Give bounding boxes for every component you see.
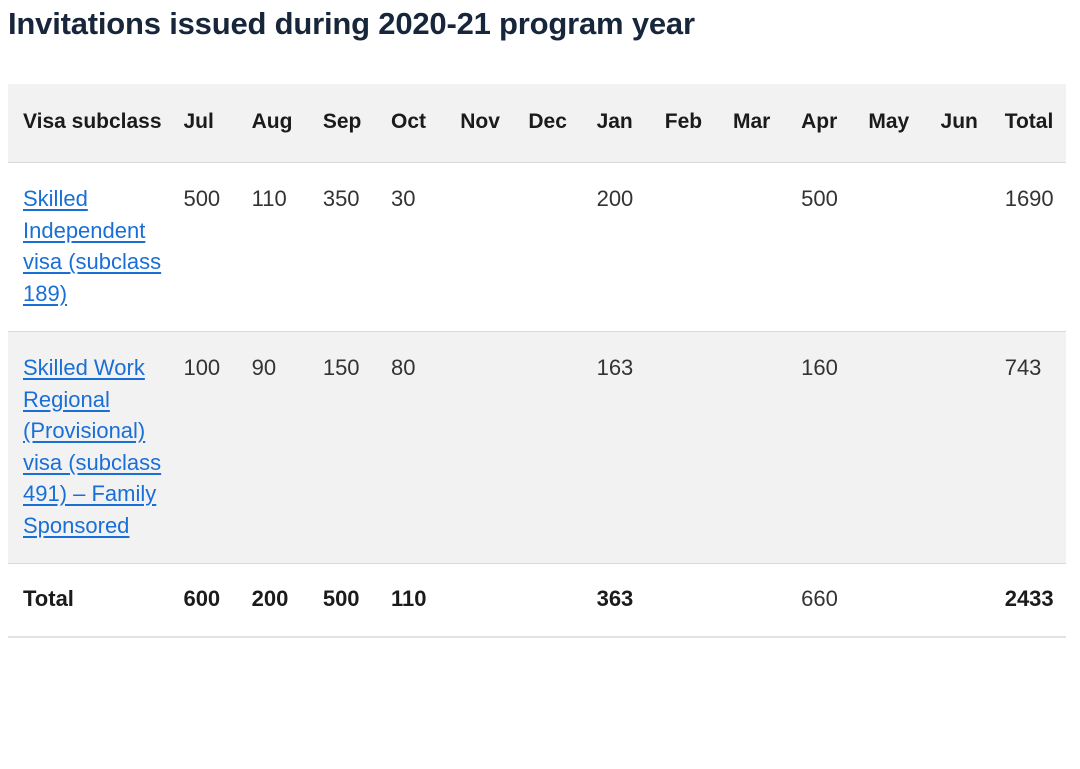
cell-aug: 110	[236, 162, 308, 332]
table-total-row: Total 600 200 500 110 363 660 2433	[8, 563, 1066, 638]
cell-feb	[649, 162, 718, 332]
header-oct: Oct	[376, 84, 446, 163]
visa-link-subclass-189[interactable]: Skilled Independent visa (subclass 189)	[23, 186, 162, 306]
cell-nov	[445, 162, 514, 332]
cell-jan: 163	[581, 331, 650, 564]
total-apr: 660	[786, 563, 854, 638]
header-sep: Sep	[307, 84, 377, 163]
table-header-row: Visa subclass Jul Aug Sep Oct Nov Dec Ja…	[8, 84, 1066, 163]
total-oct: 110	[376, 563, 446, 638]
cell-jul: 100	[168, 331, 237, 564]
header-feb: Feb	[649, 84, 718, 163]
cell-dec	[513, 162, 582, 332]
cell-sep: 150	[307, 331, 377, 564]
cell-jun	[925, 162, 990, 332]
header-apr: Apr	[786, 84, 854, 163]
total-mar	[717, 563, 787, 638]
table-row-subclass-189: Skilled Independent visa (subclass 189) …	[8, 162, 1066, 332]
invitations-table: Visa subclass Jul Aug Sep Oct Nov Dec Ja…	[8, 84, 1066, 638]
cell-apr: 500	[786, 162, 854, 332]
cell-nov	[445, 331, 514, 564]
header-nov: Nov	[445, 84, 514, 163]
cell-total: 1690	[989, 162, 1066, 332]
cell-sep: 350	[307, 162, 377, 332]
total-total: 2433	[989, 563, 1066, 638]
header-jul: Jul	[168, 84, 237, 163]
cell-jul: 500	[168, 162, 237, 332]
header-jan: Jan	[581, 84, 650, 163]
cell-oct: 80	[376, 331, 446, 564]
cell-total: 743	[989, 331, 1066, 564]
visa-cell: Skilled Work Regional (Provisional) visa…	[8, 331, 169, 564]
total-label: Total	[8, 563, 169, 638]
header-may: May	[853, 84, 926, 163]
cell-mar	[717, 162, 787, 332]
visa-cell: Skilled Independent visa (subclass 189)	[8, 162, 169, 332]
visa-link-subclass-491[interactable]: Skilled Work Regional (Provisional) visa…	[23, 355, 162, 538]
total-dec	[513, 563, 582, 638]
total-sep: 500	[307, 563, 377, 638]
header-jun: Jun	[925, 84, 990, 163]
header-total: Total	[989, 84, 1066, 163]
total-nov	[445, 563, 514, 638]
cell-dec	[513, 331, 582, 564]
header-mar: Mar	[717, 84, 787, 163]
total-feb	[649, 563, 718, 638]
cell-oct: 30	[376, 162, 446, 332]
cell-may	[853, 162, 926, 332]
cell-jun	[925, 331, 990, 564]
cell-may	[853, 331, 926, 564]
page-title: Invitations issued during 2020-21 progra…	[8, 6, 695, 41]
header-aug: Aug	[236, 84, 308, 163]
cell-aug: 90	[236, 331, 308, 564]
table-row-subclass-491: Skilled Work Regional (Provisional) visa…	[8, 331, 1066, 564]
invitations-table-container: Visa subclass Jul Aug Sep Oct Nov Dec Ja…	[8, 84, 1066, 638]
total-aug: 200	[236, 563, 308, 638]
header-dec: Dec	[513, 84, 582, 163]
header-visa-subclass: Visa subclass	[8, 84, 169, 163]
cell-feb	[649, 331, 718, 564]
total-jul: 600	[168, 563, 237, 638]
cell-jan: 200	[581, 162, 650, 332]
total-may	[853, 563, 926, 638]
total-jun	[925, 563, 990, 638]
total-jan: 363	[581, 563, 650, 638]
cell-mar	[717, 331, 787, 564]
cell-apr: 160	[786, 331, 854, 564]
